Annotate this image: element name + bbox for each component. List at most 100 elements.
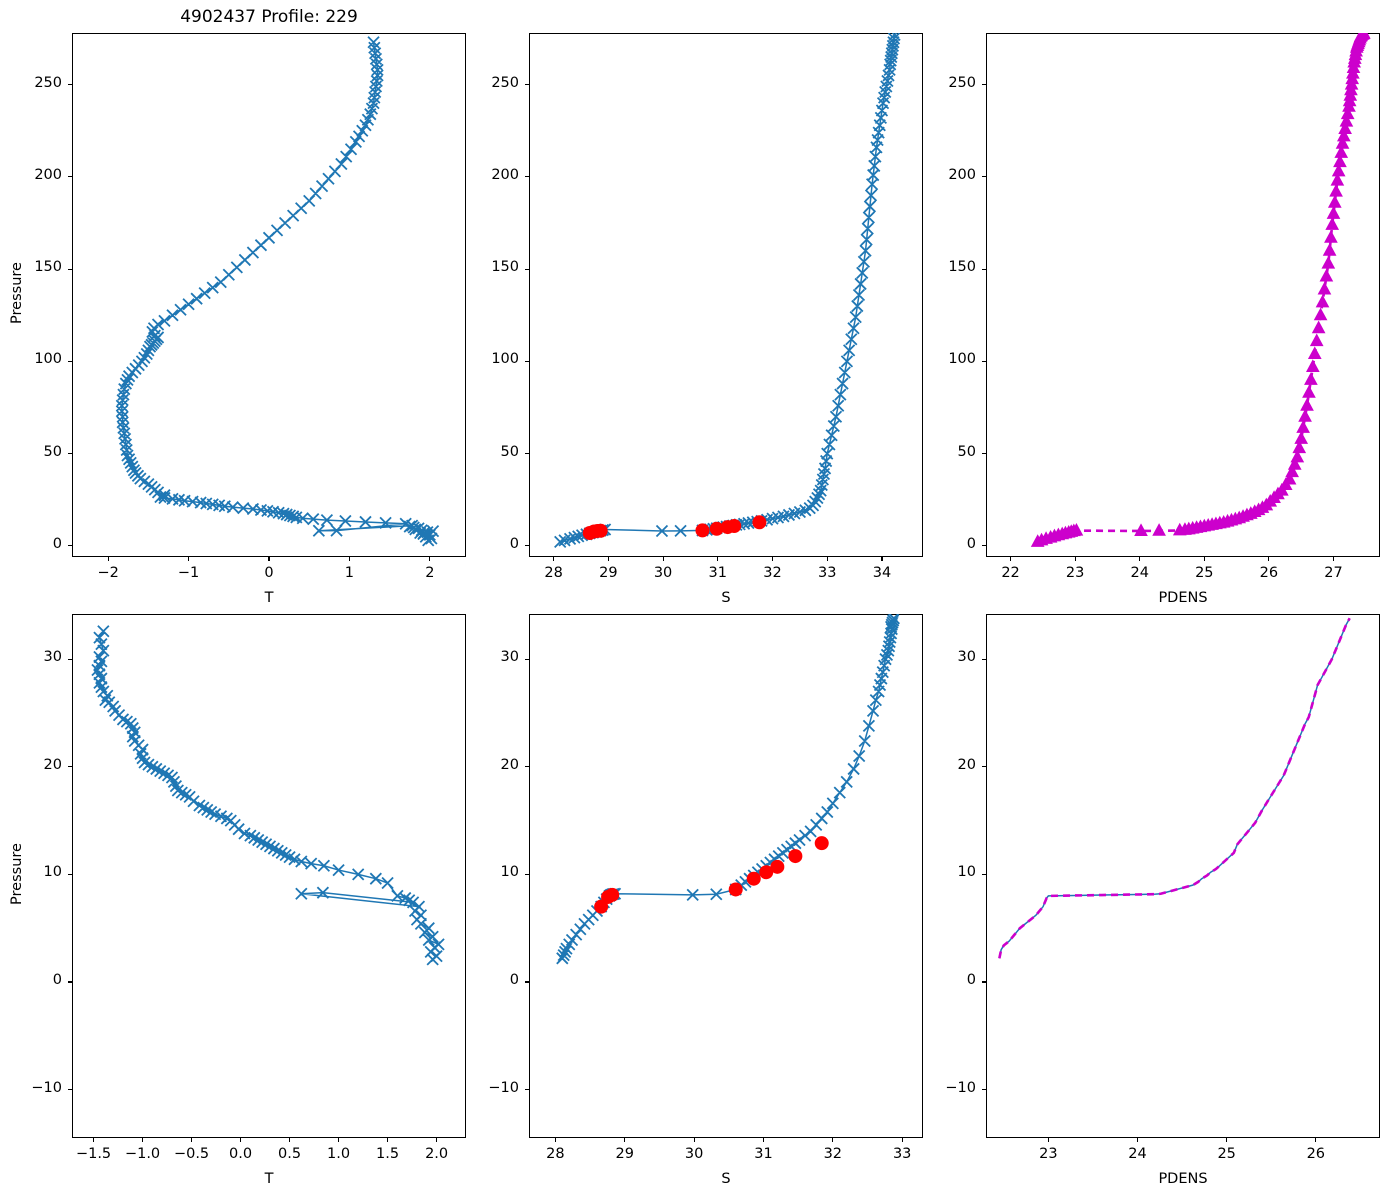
chart-title: 4902437 Profile: 229 [180, 7, 358, 27]
ytick-mark [68, 981, 72, 983]
xtick-label: 29 [599, 565, 618, 581]
xtick-mark [268, 557, 270, 561]
xtick-label: 28 [546, 1146, 565, 1162]
ytick-mark [525, 453, 529, 455]
ytick-label: 50 [500, 443, 519, 460]
ytick-label: 150 [948, 259, 976, 276]
xtick-label: 31 [708, 565, 727, 581]
ytick-mark [525, 545, 529, 547]
ytick-mark [68, 268, 72, 270]
ytick-label: 20 [957, 756, 976, 773]
ytick-label: 100 [948, 351, 976, 368]
plot-panel-top-S: 28 29 30 31 32 33 34 0 50 100 150 200 250 S [491, 33, 923, 606]
xtick-mark [832, 1138, 834, 1142]
xtick-label: 30 [684, 1146, 704, 1162]
data-layer-bottom-T [91, 625, 445, 966]
ytick-mark [982, 360, 986, 362]
xtick-mark [93, 1138, 95, 1142]
plot-panel-bottom-PDENS: 23 24 25 26 −10 0 10 20 30 PDENS [945, 614, 1380, 1187]
xtick-mark [1139, 557, 1141, 561]
xtick-mark [693, 1138, 695, 1142]
xtick-mark [1203, 557, 1205, 561]
xtick-mark [348, 557, 350, 561]
xtick-label: 30 [653, 565, 673, 581]
xtick-mark [429, 557, 431, 561]
xtick-label: −1.5 [75, 1146, 112, 1162]
ytick-label: 200 [948, 166, 976, 183]
xtick-label: 0.5 [278, 1146, 302, 1162]
xtick-mark [289, 1138, 291, 1142]
ytick-mark [68, 1089, 72, 1091]
xtick-mark [826, 557, 828, 561]
ytick-label: 150 [491, 259, 519, 276]
ytick-mark [525, 176, 529, 178]
ytick-mark [68, 84, 72, 86]
xtick-mark [662, 557, 664, 561]
xtick-mark [436, 1138, 438, 1142]
ytick-label: 0 [966, 971, 976, 988]
xtick-mark [553, 557, 555, 561]
xtick-mark [1009, 557, 1012, 561]
xtick-label: 0 [264, 565, 274, 581]
xtick-mark [240, 1138, 242, 1142]
xtick-label: −0.5 [173, 1146, 210, 1162]
ytick-mark [982, 545, 986, 547]
flagged-point-marker [746, 871, 761, 886]
ytick-label: −10 [945, 1079, 976, 1096]
ytick-label: 100 [491, 351, 519, 368]
ytick-label: 0 [509, 535, 519, 552]
x-axis-label-top-S: S [721, 590, 731, 606]
flagged-point-marker [594, 899, 609, 914]
axes-frame-top-PDENS [986, 33, 1380, 557]
ytick-mark [525, 268, 529, 270]
xtick-label: 23 [1039, 1146, 1058, 1162]
ytick-mark [982, 453, 986, 455]
ytick-mark [68, 453, 72, 455]
xtick-mark [624, 1138, 626, 1142]
xtick-mark [188, 557, 190, 561]
ytick-mark [525, 766, 529, 768]
xtick-label: 22 [1001, 565, 1020, 581]
data-layer-top-PDENS [1030, 33, 1371, 547]
xtick-mark [387, 1138, 389, 1142]
ytick-mark [982, 84, 986, 86]
ytick-mark [982, 176, 986, 178]
axes-frame-top-S [529, 33, 923, 557]
ytick-mark [68, 176, 72, 178]
xtick-mark [1315, 1138, 1317, 1142]
xtick-label: 32 [763, 565, 782, 581]
xtick-label: 2.0 [425, 1146, 449, 1162]
ytick-mark [982, 1089, 986, 1091]
ytick-label: 250 [948, 74, 976, 91]
xtick-label: −2 [97, 565, 119, 581]
flagged-point-marker [593, 523, 608, 538]
xtick-label: 1 [344, 565, 355, 581]
ytick-label: 0 [52, 971, 62, 988]
x-axis-label-bottom-S: S [721, 1171, 731, 1187]
xtick-mark [1226, 1138, 1228, 1142]
xtick-label: 2 [425, 565, 435, 581]
ytick-label: 200 [491, 166, 519, 183]
xtick-label: 25 [1217, 1146, 1236, 1162]
ytick-label: 50 [43, 443, 62, 460]
ytick-mark [525, 873, 529, 875]
ytick-label: 0 [52, 535, 62, 552]
axes-frame-bottom-PDENS [986, 614, 1380, 1138]
xtick-mark [1047, 1138, 1049, 1142]
xtick-label: 32 [823, 1146, 843, 1162]
axes-frame-bottom-S [529, 614, 923, 1138]
y-axis-label-top-T: Pressure [9, 262, 25, 324]
xtick-mark [881, 557, 883, 561]
series-markers-bottom-S-0 [556, 614, 901, 965]
data-layer-bottom-PDENS [998, 617, 1351, 959]
xtick-label: 0.0 [229, 1146, 253, 1162]
flagged-point-marker [728, 882, 743, 897]
xtick-label: 28 [544, 565, 563, 581]
xtick-mark [1136, 1138, 1139, 1142]
ytick-mark [68, 766, 72, 768]
series-markers-top-PDENS-0 [1030, 33, 1371, 547]
xtick-label: 1.5 [376, 1146, 400, 1162]
flagged-point-marker [695, 523, 710, 538]
series-line-top-T-0 [121, 42, 434, 542]
xtick-mark [1332, 557, 1335, 561]
